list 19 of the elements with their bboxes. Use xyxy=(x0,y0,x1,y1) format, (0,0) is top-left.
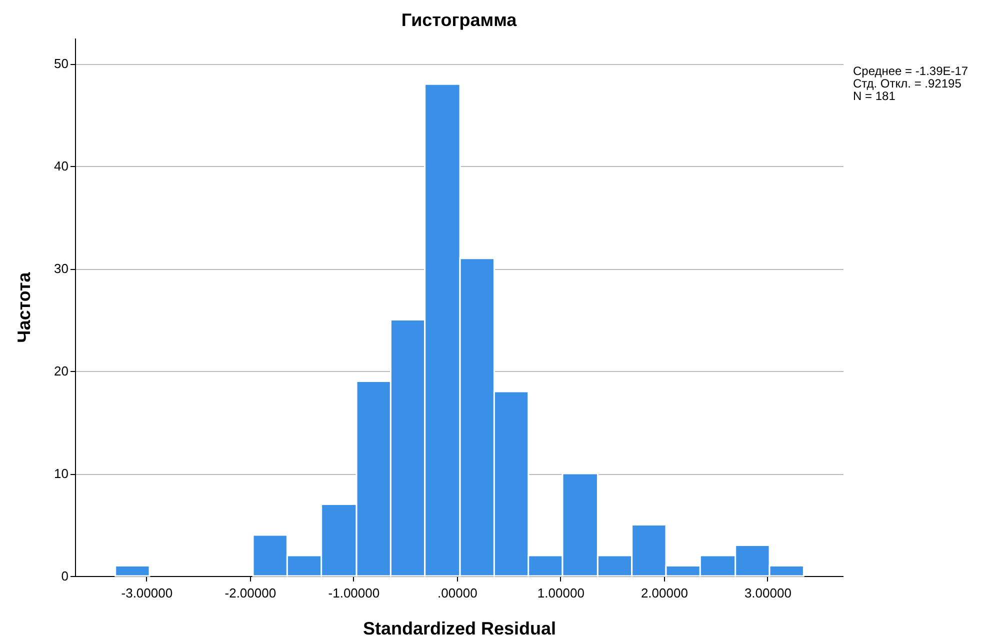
text: N = 181 xyxy=(853,89,896,103)
chart-title: Гистограмма xyxy=(401,10,518,30)
x-tick-label: .00000 xyxy=(438,586,478,600)
y-tick-label: 0 xyxy=(61,568,68,584)
x-tick-label: -2.00000 xyxy=(224,586,276,600)
x-tick-label: -3.00000 xyxy=(121,586,173,600)
y-tick-label: 30 xyxy=(54,261,68,276)
x-tick-label: 3.00000 xyxy=(744,586,792,600)
y-tick-label: 50 xyxy=(54,56,68,72)
y-axis-title: Частота xyxy=(14,271,34,343)
y-tick-label: 20 xyxy=(54,364,68,379)
text: Стд. Откл. = .92195 xyxy=(853,76,962,90)
y-tick-label: 10 xyxy=(54,466,68,482)
x-tick-label: 2.00000 xyxy=(640,586,688,600)
y-tick-label: 40 xyxy=(54,158,68,174)
x-axis-title: Standardized Residual xyxy=(362,618,556,638)
x-tick-label: -1.00000 xyxy=(328,586,380,600)
x-tick-label: 1.00000 xyxy=(537,586,584,600)
text: Среднее = -1.39E-17 xyxy=(853,64,968,78)
